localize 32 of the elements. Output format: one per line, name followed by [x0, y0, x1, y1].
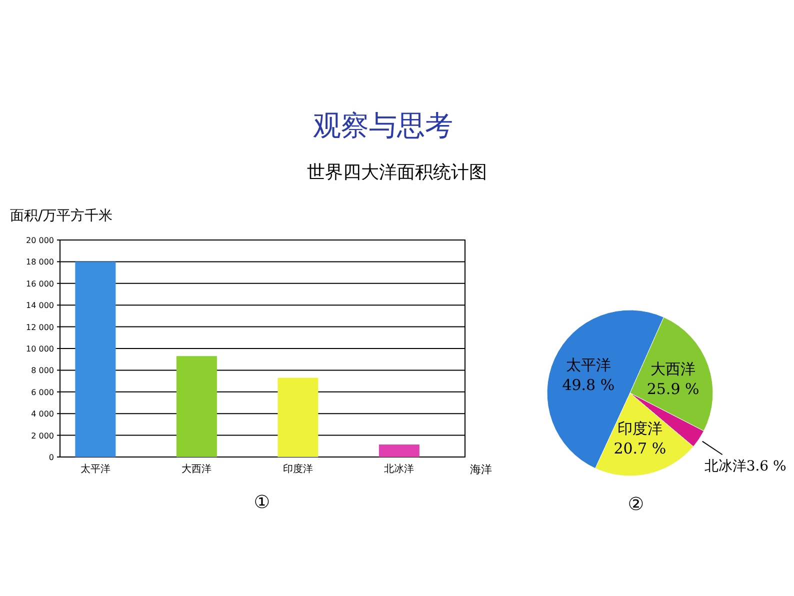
y-tick-label: 16 000	[26, 279, 54, 288]
chart-title: 世界四大洋面积统计图	[307, 162, 487, 183]
data-label: 20.7 %	[614, 440, 666, 458]
y-tick-label: 18 000	[26, 258, 54, 267]
y-tick-label: 2 000	[31, 431, 54, 440]
slice-label: 太平洋	[566, 356, 611, 374]
bar	[278, 378, 318, 457]
text: 观察与思考	[313, 111, 453, 142]
data-label: 25.9 %	[646, 380, 700, 398]
x-tick-label: 大西洋	[182, 463, 212, 475]
slice-label: 印度洋	[617, 420, 662, 438]
bar	[378, 444, 420, 457]
y-tick-label: 10 000	[26, 344, 54, 354]
slice-label: 大西洋	[650, 360, 696, 378]
y-tick-label: 6 000	[31, 388, 54, 397]
y-tick-label: 20 000	[26, 236, 54, 245]
bar	[75, 262, 116, 457]
y-tick-label: 4 000	[31, 410, 54, 419]
y-tick-label: 0	[48, 453, 54, 462]
text: ②	[628, 494, 644, 515]
y-axis-title: 面积/万平方千米	[10, 208, 113, 224]
slice-label: 北冰洋3.6 %	[704, 458, 786, 475]
x-axis-title: 海洋	[470, 463, 492, 476]
x-tick-label: 太平洋	[80, 463, 110, 475]
text: ①	[254, 492, 270, 513]
x-tick-label: 北冰洋	[384, 463, 414, 475]
bar	[176, 356, 217, 457]
y-tick-label: 8 000	[31, 366, 54, 376]
y-tick-label: 14 000	[26, 301, 54, 310]
data-label: 49.8 %	[562, 376, 615, 394]
x-tick-label: 印度洋	[282, 463, 313, 475]
y-tick-label: 12 000	[26, 322, 54, 332]
